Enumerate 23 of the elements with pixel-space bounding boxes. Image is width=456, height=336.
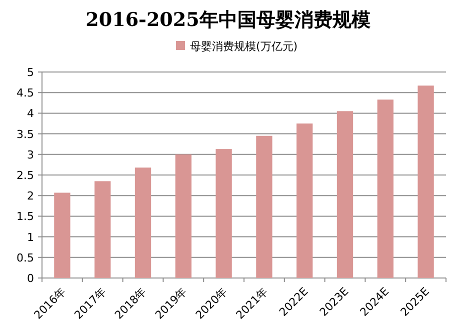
y-tick-label: 3.5 <box>16 128 34 141</box>
bar <box>54 192 70 278</box>
bar <box>94 181 111 278</box>
bar <box>296 124 313 278</box>
bar <box>256 136 272 278</box>
bar <box>175 154 192 278</box>
y-tick-label: 3 <box>27 148 34 162</box>
bar <box>134 168 152 278</box>
chart-title: 2016-2025年中国母婴消费规模 <box>86 9 370 31</box>
y-tick-label: 2.5 <box>16 169 34 182</box>
bar <box>216 149 232 278</box>
y-tick-label: 1 <box>27 230 34 244</box>
bar <box>418 86 434 278</box>
y-tick-label: 4 <box>27 107 34 120</box>
y-tick-label: 4.5 <box>16 86 34 100</box>
y-tick-label: 0 <box>27 272 34 285</box>
bar <box>377 100 394 278</box>
y-tick-label: 2 <box>27 190 34 203</box>
bar <box>336 111 354 278</box>
y-tick-label: 1.5 <box>16 210 34 224</box>
legend-label: 母婴消费规模(万亿元) <box>190 40 298 53</box>
y-tick-label: 0.5 <box>16 251 34 264</box>
y-tick-label: 5 <box>27 66 34 79</box>
